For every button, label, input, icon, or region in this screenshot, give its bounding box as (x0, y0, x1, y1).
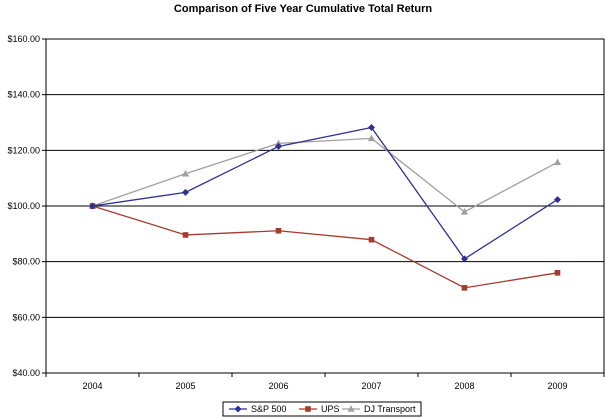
x-tick-label: 2007 (361, 381, 381, 391)
data-point-dj-transport (367, 134, 376, 142)
x-tick-label: 2008 (454, 381, 474, 391)
series-line-ups (92, 205, 558, 289)
legend: S&P 500 UPS DJ Transport (222, 401, 422, 417)
x-tick-label: 2009 (547, 381, 567, 391)
data-point-ups (275, 227, 282, 234)
x-tick-label: 2005 (175, 381, 195, 391)
x-tick-label: 2006 (268, 381, 288, 391)
data-point-ups (461, 285, 468, 291)
legend-label-dj-transport: DJ Transport (364, 404, 416, 414)
x-axis: 2004 2005 2006 2007 2008 2009 (45, 373, 605, 391)
series-line-dj-transport (92, 137, 558, 213)
data-point-dj-transport (553, 158, 562, 166)
data-point-ups (182, 232, 189, 238)
series-line-s-p-500 (92, 126, 558, 260)
legend-box (222, 401, 422, 417)
data-point-dj-transport (181, 169, 190, 177)
legend-label-s-p-500: S&P 500 (251, 404, 286, 414)
y-tick-label: $80.00 (12, 257, 40, 267)
data-point-ups (554, 270, 561, 276)
legend-label-ups: UPS (321, 404, 340, 414)
data-point-ups (368, 236, 375, 243)
data-point-s-p-500 (368, 124, 375, 132)
data-point-dj-transport (460, 208, 469, 215)
data-point-s-p-500 (89, 202, 96, 210)
data-point-dj-transport (274, 139, 283, 147)
data-point-s-p-500 (554, 196, 561, 204)
data-point-s-p-500 (461, 255, 468, 263)
x-tick-label: 2004 (82, 381, 102, 391)
legend-marker-s-p-500 (234, 405, 242, 413)
y-tick-label: $60.00 (12, 312, 40, 322)
legend-marker-dj-transport (347, 405, 355, 412)
chart-title: Comparison of Five Year Cumulative Total… (174, 3, 432, 15)
grid-lines (46, 94, 604, 318)
legend-marker-ups (305, 406, 311, 412)
data-point-s-p-500 (182, 188, 189, 196)
data-point-s-p-500 (275, 142, 282, 150)
y-tick-label: $40.00 (12, 368, 40, 378)
y-tick-label: $160.00 (7, 34, 40, 44)
y-tick-label: $100.00 (7, 201, 40, 211)
series-lines (92, 126, 558, 289)
y-tick-label: $140.00 (7, 90, 40, 100)
series-markers (88, 124, 562, 291)
y-axis: $40.00 $60.00 $80.00 $100.00 $120.00 $140.00 $… (7, 34, 46, 378)
y-tick-label: $120.00 (7, 145, 40, 155)
